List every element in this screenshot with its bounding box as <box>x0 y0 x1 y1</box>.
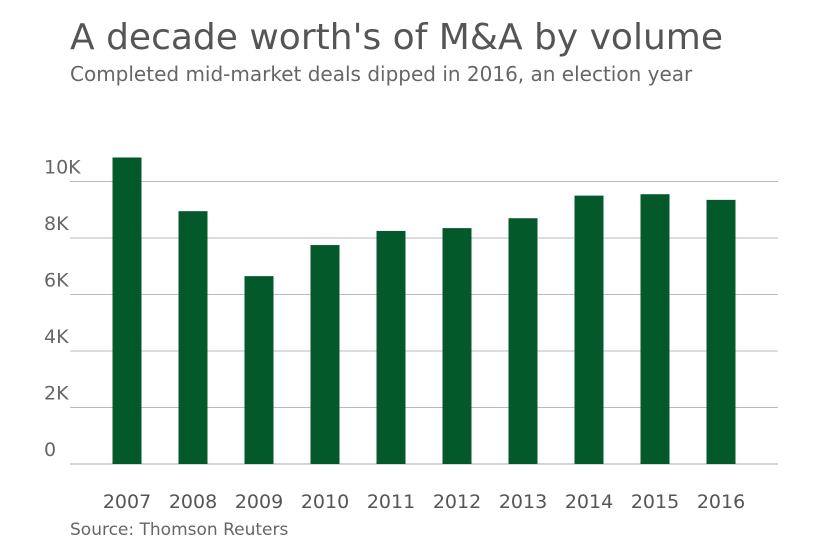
chart-subtitle: Completed mid-market deals dipped in 201… <box>70 62 693 86</box>
y-tick-label: 2K <box>44 383 69 405</box>
x-tick-label-2012: 2012 <box>433 491 481 513</box>
x-tick-label-2007: 2007 <box>103 491 151 513</box>
bar-2009 <box>244 276 274 464</box>
y-tick-label: 4K <box>44 326 69 348</box>
x-tick-label-2011: 2011 <box>367 491 415 513</box>
source-note: Source: Thomson Reuters <box>70 520 289 540</box>
bar-2012 <box>442 228 472 464</box>
y-tick-label: 0 <box>44 439 56 461</box>
gridlines <box>70 181 778 465</box>
x-tick-label-2009: 2009 <box>235 491 283 513</box>
bar-2007 <box>112 157 142 465</box>
y-axis-tick-labels: 0 2K 4K 6K 8K 10K <box>44 157 81 462</box>
bar-2014 <box>574 195 604 464</box>
x-tick-label-2015: 2015 <box>631 491 679 513</box>
x-tick-label-2013: 2013 <box>499 491 547 513</box>
bar-2016 <box>706 199 736 465</box>
chart-title: A decade worth's of M&A by volume <box>70 17 723 58</box>
bar-2013 <box>508 218 538 464</box>
bar-2015 <box>640 194 670 464</box>
y-tick-label: 10K <box>44 157 81 179</box>
bar-2011 <box>376 230 406 464</box>
bars <box>112 157 736 465</box>
x-axis-tick-labels: 2007 2008 2009 2010 2011 2012 2013 2014 2015 2016 <box>103 491 745 513</box>
bar-2010 <box>310 245 340 464</box>
bar-2008 <box>178 211 208 464</box>
y-tick-label: 8K <box>44 213 69 235</box>
x-tick-label-2016: 2016 <box>697 491 745 513</box>
x-tick-label-2008: 2008 <box>169 491 217 513</box>
x-tick-label-2010: 2010 <box>301 491 349 513</box>
y-tick-label: 6K <box>44 270 69 292</box>
x-tick-label-2014: 2014 <box>565 491 613 513</box>
